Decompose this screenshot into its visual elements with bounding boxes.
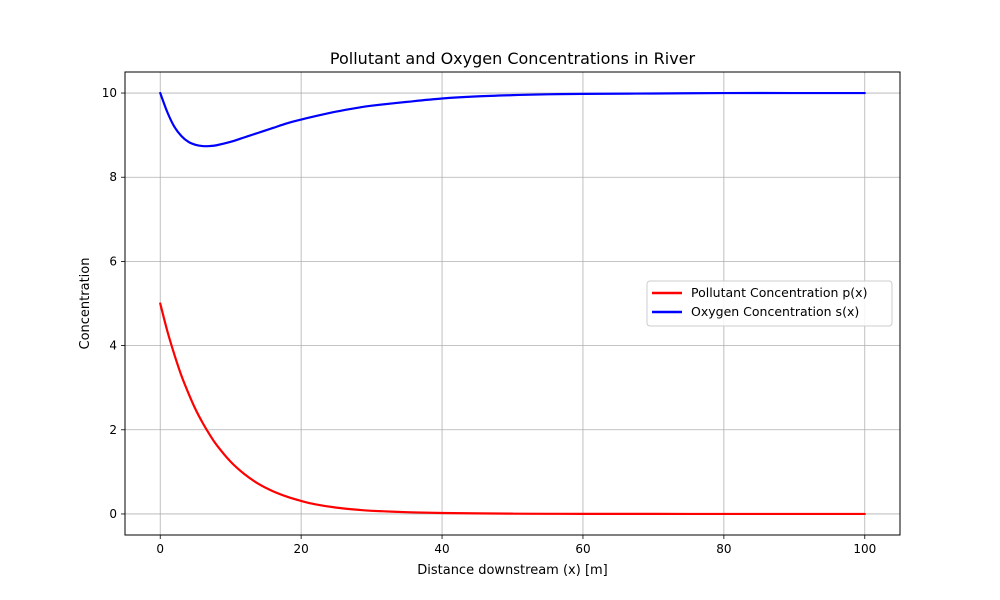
axis-ticks: 0 20 40 60 80 100 0 2 4 6 8 10 xyxy=(102,86,877,556)
legend-label-pollutant: Pollutant Concentration p(x) xyxy=(691,285,867,300)
oxygen-series-line xyxy=(159,91,866,148)
x-tick-label: 40 xyxy=(434,542,449,556)
chart-title: Pollutant and Oxygen Concentrations in R… xyxy=(330,49,696,68)
y-tick-label: 6 xyxy=(109,254,117,268)
x-tick-label: 20 xyxy=(293,542,308,556)
y-tick-label: 2 xyxy=(109,423,117,437)
y-tick-label: 4 xyxy=(109,339,117,353)
legend-box xyxy=(646,280,893,327)
x-tick-label: 100 xyxy=(853,542,876,556)
y-tick-label: 8 xyxy=(109,170,117,184)
legend: Pollutant Concentration p(x) Oxygen Conc… xyxy=(646,280,893,327)
x-axis-label: Distance downstream (x) [m] xyxy=(417,563,608,578)
y-axis-label: Concentration xyxy=(78,258,93,350)
x-tick-label: 0 xyxy=(156,542,164,556)
x-tick-label: 80 xyxy=(716,542,731,556)
pollutant-series-line xyxy=(159,302,866,516)
plot-frame xyxy=(124,71,901,536)
series-lines xyxy=(159,91,866,516)
y-tick-label: 0 xyxy=(109,507,117,521)
x-tick-label: 60 xyxy=(575,542,590,556)
y-tick-label: 10 xyxy=(102,86,117,100)
legend-label-oxygen: Oxygen Concentration s(x) xyxy=(691,304,859,319)
